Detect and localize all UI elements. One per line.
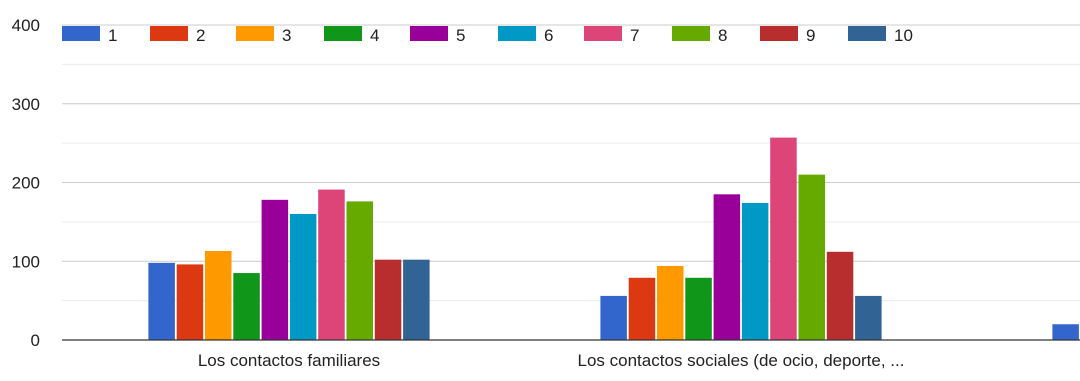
bar-series-1-cat-2 [600,295,627,340]
legend-swatch [410,26,448,41]
legend-item-10[interactable]: 10 [848,26,913,45]
legend-swatch [760,26,798,41]
legend-label: 8 [718,26,727,45]
y-axis-ticks: 0 100 200 300 400 [12,16,40,350]
legend-swatch [324,26,362,41]
y-tick-label: 0 [31,331,40,350]
legend-item-6[interactable]: 6 [498,26,553,45]
legend-item-4[interactable]: 4 [324,26,379,45]
legend-swatch [584,26,622,41]
legend-item-5[interactable]: 5 [410,26,465,45]
legend-swatch [150,26,188,41]
y-tick-label: 300 [12,95,40,114]
bar-series-5-cat-1 [261,199,289,340]
y-tick-label: 400 [12,16,40,35]
bar-series-3-cat-1 [205,251,232,340]
x-axis-labels: Los contactos familiares Los contactos so… [198,351,905,370]
bar-series-8-cat-2 [798,174,825,340]
bar-series-9-cat-1 [374,259,402,340]
legend-label: 7 [630,26,639,45]
bars [148,137,1079,340]
legend-label: 2 [196,26,205,45]
legend-swatch [672,26,710,41]
legend-swatch [62,26,100,41]
legend-swatch [848,26,886,41]
legend-label: 9 [806,26,815,45]
bar-series-5-cat-2 [713,194,741,340]
bar-series-6-cat-2 [741,202,769,340]
legend-label: 4 [370,26,379,45]
bar-series-8-cat-1 [346,201,373,340]
bar-series-2-cat-2 [628,277,656,340]
legend-item-2[interactable]: 2 [150,26,205,45]
legend-label: 1 [108,26,117,45]
legend-label: 6 [544,26,553,45]
legend-label: 10 [894,26,913,45]
x-category-label: Los contactos sociales (de ocio, deporte… [578,351,905,370]
bar-series-3-cat-2 [657,265,684,340]
legend-item-3[interactable]: 3 [236,26,291,45]
bar-series-7-cat-1 [318,189,345,340]
legend-label: 3 [282,26,291,45]
legend-item-9[interactable]: 9 [760,26,815,45]
bar-series-10-cat-2 [855,295,882,340]
bar-series-1-cat-1 [148,262,175,340]
legend-item-7[interactable]: 7 [584,26,639,45]
bar-series-6-cat-1 [289,214,317,340]
bar-series-2-cat-1 [176,264,204,340]
y-tick-label: 200 [12,174,40,193]
bar-series-4-cat-1 [233,273,260,340]
y-tick-label: 100 [12,252,40,271]
legend: 1 2 3 4 5 6 7 8 9 10 [62,26,913,45]
bar-series-9-cat-2 [826,251,854,340]
legend-item-1[interactable]: 1 [62,26,117,45]
legend-swatch [236,26,274,41]
legend-label: 5 [456,26,465,45]
bar-series-4-cat-2 [685,277,712,340]
legend-item-8[interactable]: 8 [672,26,727,45]
gridlines [62,24,1080,302]
bar-series-1-cat-3 [1052,324,1079,340]
x-category-label: Los contactos familiares [198,351,380,370]
bar-series-10-cat-1 [403,259,430,340]
bar-series-7-cat-2 [770,137,797,340]
legend-swatch [498,26,536,41]
